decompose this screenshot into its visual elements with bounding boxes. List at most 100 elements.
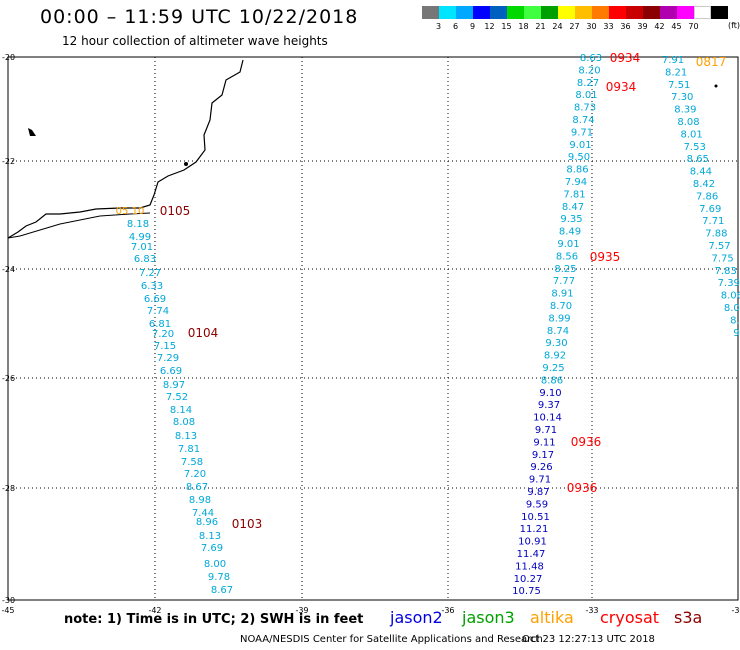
- track-1-value: 8.13: [175, 431, 197, 442]
- track-3-value: 7.71: [702, 216, 724, 227]
- track-1-value: 7.52: [166, 392, 188, 403]
- track-3-value: 7.39: [718, 278, 740, 289]
- track-2-value: 8.20: [578, 65, 600, 76]
- scale-label: 9: [469, 22, 476, 31]
- track-3-value: 8.06: [721, 291, 740, 302]
- track-3-value: 8.39: [674, 105, 696, 116]
- map-subtitle: 12 hour collection of altimeter wave hei…: [62, 34, 328, 48]
- track-1-value: 8.96: [196, 517, 218, 528]
- lat-tick-label: -20: [2, 53, 15, 62]
- track-1-value: 7.44: [192, 508, 214, 519]
- legend-s3a: s3a: [674, 608, 703, 627]
- track-3-value: 8.08: [677, 117, 699, 128]
- lat-tick-label: -28: [2, 484, 15, 493]
- track-1-value: 4.99: [129, 232, 151, 243]
- track-1-value: 6.33: [141, 281, 163, 292]
- track-3-value: 8.44: [690, 167, 712, 178]
- track-2-value: 9.01: [569, 140, 591, 151]
- scale-swatch: [490, 6, 507, 19]
- time-label: 0104: [188, 326, 219, 340]
- track-2-value: 10.91: [518, 537, 547, 548]
- track-3-value: 8.21: [665, 67, 687, 78]
- scale-label: 27: [569, 22, 580, 31]
- scale-swatch: [575, 6, 592, 19]
- scale-swatch: [592, 6, 609, 19]
- scale-label: 15: [501, 22, 512, 31]
- track-3-value: 8.8: [730, 315, 740, 326]
- track-2-value: 9.10: [539, 388, 561, 399]
- track-1-value: 7.74: [147, 306, 169, 317]
- track-1-value: 7.29: [157, 353, 179, 364]
- track-2-value: 9.35: [560, 214, 582, 225]
- credit-text: NOAA/NESDIS Center for Satellite Applica…: [240, 634, 543, 645]
- track-2-value: 8.56: [556, 251, 578, 262]
- track-3-value: 8.42: [693, 179, 715, 190]
- island: [714, 84, 718, 88]
- track-2-value: 8.74: [547, 326, 569, 337]
- track-3-value: 7.75: [711, 253, 733, 264]
- scale-label: 30: [586, 22, 597, 31]
- coastline: [7, 59, 244, 239]
- track-3-value: 8.01: [680, 129, 702, 140]
- track-3-value: 7.30: [671, 92, 693, 103]
- legend-altika: altika: [530, 608, 574, 627]
- track-2-value: 8.99: [548, 313, 570, 324]
- track-3-value: 7.51: [668, 80, 690, 91]
- lat-tick-label: -24: [2, 265, 15, 274]
- track-1-value: 8.13: [199, 531, 221, 542]
- scale-swatch: [507, 6, 524, 19]
- legend-cryosat: cryosat: [600, 608, 660, 627]
- track-1-value: 8.14: [170, 405, 192, 416]
- lon-tick-label: -39: [295, 606, 308, 615]
- scale-swatch: [711, 6, 728, 19]
- lon-tick-label: -42: [148, 606, 161, 615]
- track-1-value: 7.20: [184, 469, 206, 480]
- scale-swatch: [677, 6, 694, 19]
- track-2-value: 10.14: [533, 413, 562, 424]
- track-2-value: 9.50: [568, 152, 590, 163]
- scale-swatch: [456, 6, 473, 19]
- lat-tick-label: -22: [2, 157, 15, 166]
- scale-swatch: [524, 6, 541, 19]
- track-1-value: 8.97: [163, 380, 185, 391]
- track-2-value: 8.49: [559, 227, 581, 238]
- scale-swatch: [473, 6, 490, 19]
- time-label: 0935: [590, 250, 621, 264]
- track-2-value: 11.21: [520, 524, 549, 535]
- track-3-value: 9.2: [733, 328, 740, 339]
- track-3-value: 7.83: [715, 266, 737, 277]
- scale-label: 12: [484, 22, 495, 31]
- track-1-value: 7.81: [178, 444, 200, 455]
- track-3-value: 7.69: [699, 204, 721, 215]
- track-2-value: 9.71: [571, 127, 593, 138]
- scale-swatch: [694, 6, 711, 19]
- lat-tick-label: -30: [2, 596, 15, 605]
- track-2-value: 8.92: [544, 351, 566, 362]
- time-label: 0936: [571, 435, 602, 449]
- scale-label: 70: [688, 22, 699, 31]
- time-label: 0103: [232, 517, 263, 531]
- scale-label: 21: [535, 22, 546, 31]
- track-1-value: 7.15: [154, 341, 176, 352]
- track-3-value: 7.86: [696, 191, 718, 202]
- track-1-value: 6.69: [144, 294, 166, 305]
- track-2-value: 9.87: [527, 487, 549, 498]
- map-frame: [7, 56, 739, 601]
- scale-label: 6: [452, 22, 459, 31]
- scale-label: 18: [518, 22, 529, 31]
- track-2-value: 9.30: [545, 338, 567, 349]
- track-2-value: 8.86: [566, 165, 588, 176]
- scale-swatch: [643, 6, 660, 19]
- scale-swatch: [541, 6, 558, 19]
- track-1-value: 8.98: [189, 495, 211, 506]
- track-1-value: 7.01: [131, 242, 153, 253]
- track-1-value: 7.27: [139, 268, 161, 279]
- lon-tick-label: -36: [441, 606, 454, 615]
- track-2-value: 7.77: [553, 276, 575, 287]
- scale-label: 39: [637, 22, 648, 31]
- time-label: 0934: [606, 80, 637, 94]
- track-2-value: 9.11: [533, 437, 555, 448]
- footer-note: note: 1) Time is in UTC; 2) SWH is in fe…: [64, 612, 364, 627]
- track-2-value: 10.51: [521, 512, 550, 523]
